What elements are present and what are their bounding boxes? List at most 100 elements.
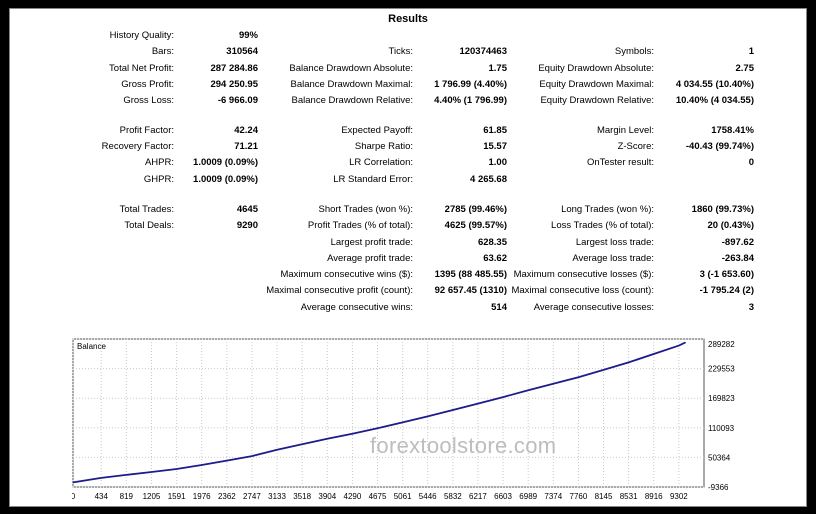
stat-label: AHPR:: [144, 157, 174, 168]
stat-label: Equity Drawdown Relative:: [540, 95, 654, 106]
balance-point: [150, 471, 153, 473]
stat-label: Z-Score:: [617, 141, 654, 152]
balance-point: [628, 361, 630, 364]
balance-point: [226, 459, 228, 462]
balance-point: [602, 369, 605, 371]
x-tick-label: 1976: [193, 492, 211, 501]
balance-point: [100, 477, 102, 479]
x-tick-label: 5832: [444, 492, 462, 501]
stat-value: 287 284.86: [210, 63, 258, 74]
y-tick-label: 229553: [708, 365, 735, 374]
balance-point: [527, 389, 529, 391]
x-tick-label: 3904: [318, 492, 336, 501]
balance-point: [502, 396, 504, 398]
stat-label: Total Net Profit:: [109, 63, 174, 74]
x-tick-label: 6217: [469, 492, 487, 501]
stat-label: GHPR:: [143, 174, 174, 185]
stat-value: -40.43 (99.74%): [685, 141, 754, 152]
stat-value: 514: [491, 302, 507, 313]
x-tick-label: 2747: [243, 492, 261, 501]
stat-label: Profit Factor:: [119, 125, 174, 136]
stat-value: 9290: [236, 220, 258, 231]
stat-value: 99%: [238, 30, 258, 41]
stat-value: 3: [748, 302, 754, 313]
stat-label: Largest profit trade:: [330, 237, 413, 248]
x-tick-label: 0: [72, 492, 76, 501]
x-tick-label: 5061: [394, 492, 412, 501]
balance-point: [477, 402, 479, 405]
balance-point: [201, 464, 203, 466]
stat-value: 1395 (88 485.55): [434, 269, 507, 280]
stat-value: 1758.41%: [711, 125, 754, 136]
stat-label: Average profit trade:: [327, 253, 413, 264]
balance-chart: 289282 229553 169823 110093 50364 -9366 0 434 81…: [72, 338, 735, 501]
stat-label: Largest loss trade:: [575, 237, 654, 248]
x-tick-label: 1205: [143, 492, 161, 501]
stat-label: Maximal consecutive loss (count):: [511, 285, 654, 296]
x-tick-label: 1591: [168, 492, 186, 501]
balance-point: [276, 449, 278, 451]
balance-point: [326, 438, 328, 440]
stat-label: Balance Drawdown Maximal:: [290, 79, 414, 90]
x-tick-label: 7374: [544, 492, 562, 501]
y-tick-label: 169823: [708, 394, 735, 403]
stat-value: 1.0009 (0.09%): [193, 174, 258, 185]
balance-point: [402, 421, 404, 423]
stat-value: -897.62: [721, 237, 754, 248]
stat-value: 20 (0.43%): [707, 220, 754, 231]
x-tick-label: 9302: [670, 492, 688, 501]
stat-value: 71.21: [234, 141, 258, 152]
x-tick-label: 4290: [344, 492, 362, 501]
chart-title: Balance: [77, 342, 106, 351]
strategy-tester-report: Results History Quality: 99% Bars: 310564 Ti…: [9, 8, 807, 507]
balance-point: [301, 443, 303, 445]
stat-value: 0: [748, 157, 754, 168]
stat-value: -1 795.24 (2): [699, 285, 754, 296]
stat-value: 63.62: [483, 253, 507, 264]
x-tick-label: 434: [95, 492, 109, 501]
stat-label: Symbols:: [614, 46, 654, 57]
x-tick-label: 5446: [419, 492, 437, 501]
stat-label: Bars:: [151, 46, 174, 57]
stat-value: 3 (-1 653.60): [699, 269, 754, 280]
stat-value: 1: [748, 46, 754, 57]
stat-label: Equity Drawdown Maximal:: [539, 79, 654, 90]
stat-value: 310564: [226, 46, 258, 57]
stat-value: 1 796.99 (4.40%): [434, 79, 507, 90]
stat-value: 628.35: [477, 237, 507, 248]
stat-label: Short Trades (won %):: [318, 204, 413, 215]
stat-value: 1860 (99.73%): [691, 204, 754, 215]
stat-value: -6 966.09: [217, 95, 258, 106]
x-tick-label: 4675: [369, 492, 387, 501]
stat-label: Maximum consecutive losses ($):: [513, 269, 654, 280]
stat-label: Maximum consecutive wins ($):: [280, 269, 413, 280]
stat-label: LR Standard Error:: [333, 174, 413, 185]
x-tick-label: 3133: [268, 492, 286, 501]
x-tick-label: 3518: [293, 492, 311, 501]
stat-label: Profit Trades (% of total):: [307, 220, 413, 231]
stat-label: Average consecutive losses:: [533, 302, 654, 313]
stat-label: Sharpe Ratio:: [354, 141, 413, 152]
watermark-text: forextoolstore.com: [370, 433, 557, 458]
x-tick-label: 6989: [519, 492, 537, 501]
stat-label: History Quality:: [109, 30, 174, 41]
report-title: Results: [388, 13, 428, 25]
x-tick-label: 819: [120, 492, 134, 501]
stat-value: 15.57: [483, 141, 507, 152]
stat-value: 2785 (99.46%): [444, 204, 507, 215]
stat-value: 4.40% (1 796.99): [434, 95, 507, 106]
y-tick-label: 50364: [708, 453, 731, 462]
y-tick-label: 110093: [708, 424, 735, 433]
balance-point: [376, 427, 379, 429]
x-tick-label: 6603: [494, 492, 512, 501]
stat-value: 1.00: [488, 157, 508, 168]
stat-value: 10.40% (4 034.55): [675, 95, 754, 106]
balance-point: [351, 433, 354, 435]
stat-label: Expected Payoff:: [341, 125, 413, 136]
stat-label: Margin Level:: [596, 125, 654, 136]
balance-point: [72, 481, 74, 483]
stat-label: Total Trades:: [119, 204, 174, 215]
balance-point: [125, 474, 127, 476]
stat-value: 42.24: [234, 125, 258, 136]
balance-point: [552, 383, 554, 385]
